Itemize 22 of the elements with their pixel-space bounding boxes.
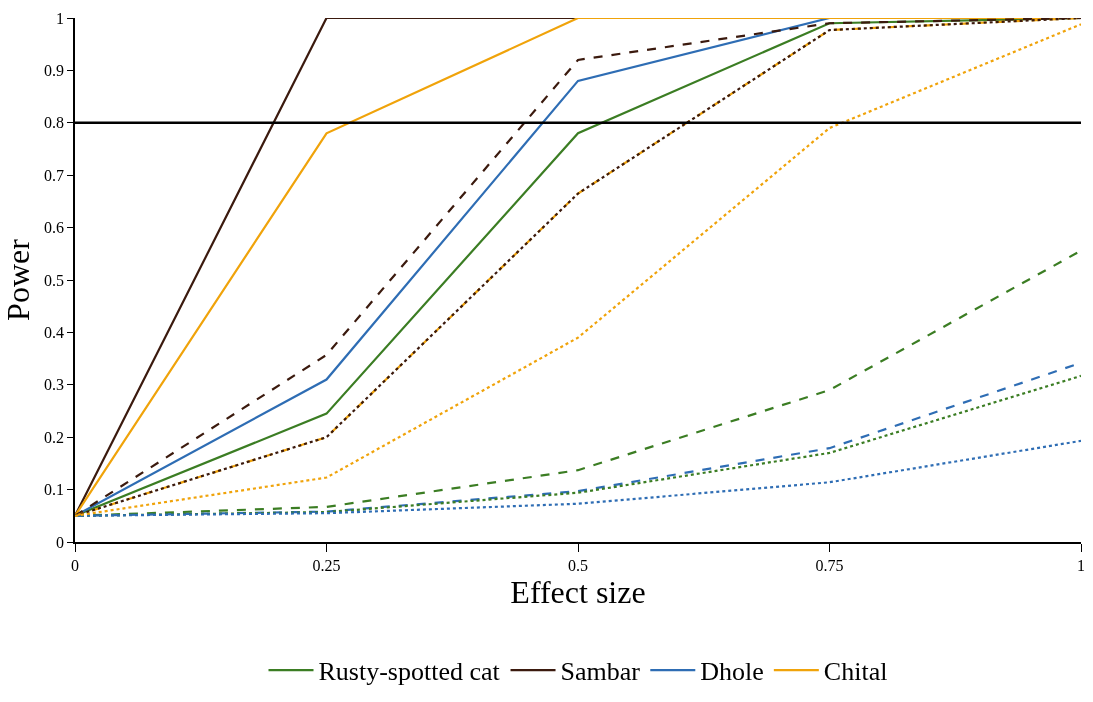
y-tick-label: 0 <box>56 533 65 551</box>
x-tick-label: 0 <box>71 556 79 574</box>
legend-label: Dhole <box>700 657 764 687</box>
x-axis-title: Effect size <box>510 574 646 611</box>
y-tick-label: 0.1 <box>44 481 65 499</box>
y-tick-label: 0.4 <box>44 324 65 341</box>
y-tick-label: 0.6 <box>44 219 65 237</box>
x-tick-label: 0.75 <box>815 556 844 574</box>
legend-label: Chital <box>823 657 888 687</box>
y-tick-label: 0.3 <box>44 376 65 394</box>
y-tick-label: 0.5 <box>44 271 65 289</box>
y-tick-label: 0.2 <box>44 428 65 446</box>
x-tick-label: 1 <box>1077 556 1085 574</box>
x-tick-label: 0.25 <box>312 556 341 574</box>
legend-label: Sambar <box>560 657 641 687</box>
y-tick-label: 0.9 <box>44 62 65 79</box>
y-tick-label: 0.8 <box>44 114 65 132</box>
y-tick-label: 1 <box>56 9 65 27</box>
y-axis-title: Power <box>0 238 36 321</box>
y-tick-label: 0.7 <box>44 166 65 184</box>
legend-label: Rusty-spotted cat <box>318 657 501 687</box>
x-tick-label: 0.5 <box>568 556 588 574</box>
